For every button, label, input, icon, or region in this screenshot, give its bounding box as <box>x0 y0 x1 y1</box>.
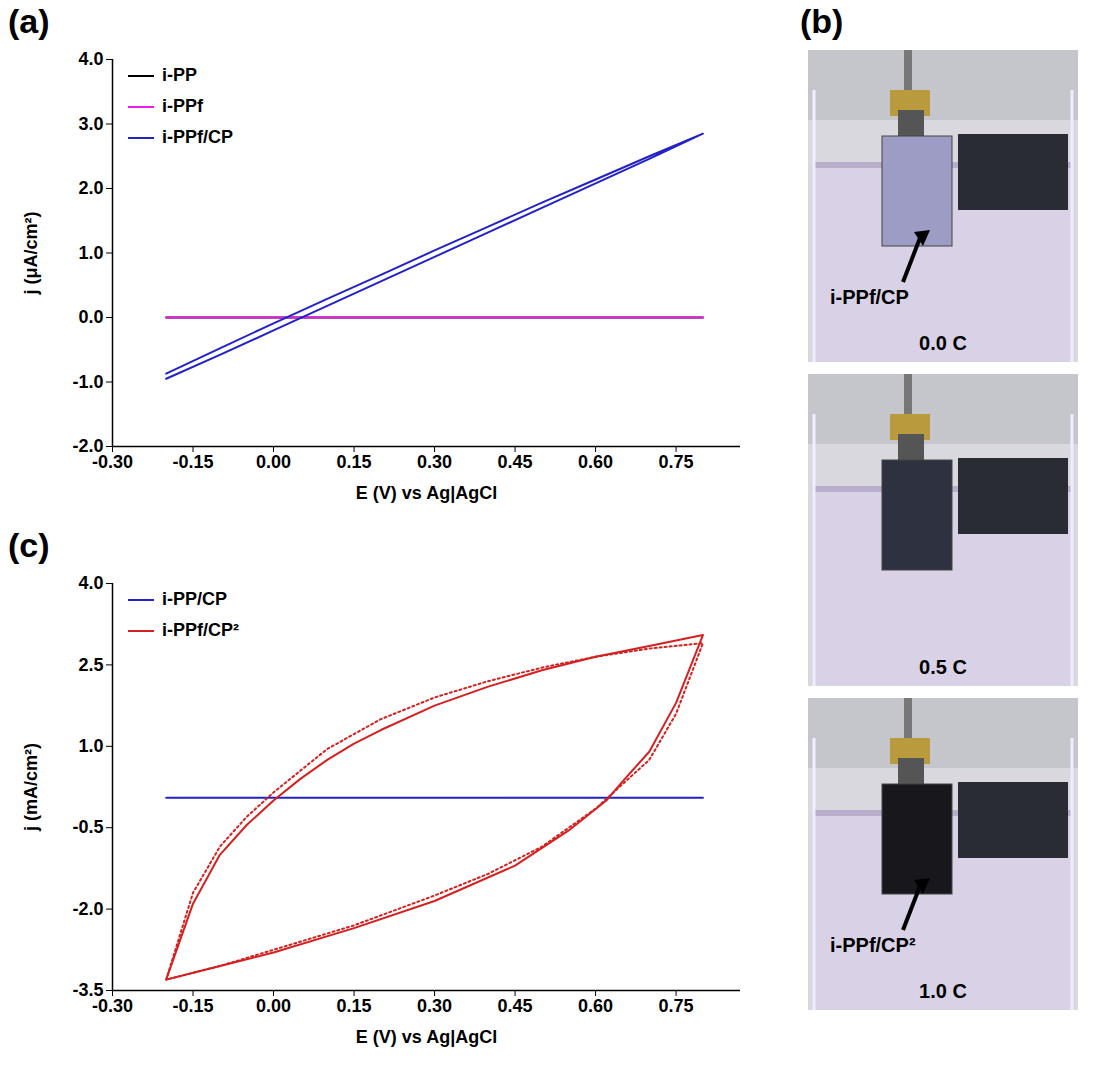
svg-text:0.15: 0.15 <box>337 452 372 472</box>
svg-text:E (V) vs Ag|AgCl: E (V) vs Ag|AgCl <box>356 483 497 503</box>
svg-text:-3.5: -3.5 <box>72 980 104 1001</box>
svg-text:2.5: 2.5 <box>78 655 103 675</box>
svg-text:0.75: 0.75 <box>659 452 694 472</box>
svg-text:-2.0: -2.0 <box>72 899 103 919</box>
svg-text:E (V) vs Ag|AgCl: E (V) vs Ag|AgCl <box>356 1027 497 1047</box>
svg-text:-0.30: -0.30 <box>92 452 133 472</box>
svg-text:1.0: 1.0 <box>78 736 103 756</box>
svg-text:4.0: 4.0 <box>78 49 103 69</box>
svg-text:2.0: 2.0 <box>78 178 103 198</box>
svg-text:j (mA/cm²): j (mA/cm²) <box>21 743 41 832</box>
svg-text:-2.0: -2.0 <box>72 436 104 457</box>
svg-text:0.45: 0.45 <box>498 996 533 1016</box>
svg-text:-0.5: -0.5 <box>72 817 103 837</box>
svg-text:0.00: 0.00 <box>256 996 291 1016</box>
svg-text:-1.0: -1.0 <box>72 372 103 392</box>
svg-text:0.00: 0.00 <box>256 452 291 472</box>
svg-text:-0.15: -0.15 <box>172 996 213 1016</box>
svg-text:0.30: 0.30 <box>417 996 452 1016</box>
svg-text:1.0 C: 1.0 C <box>919 980 967 1002</box>
svg-text:0.30: 0.30 <box>417 452 452 472</box>
svg-text:0.75: 0.75 <box>659 996 694 1016</box>
svg-text:-0.15: -0.15 <box>172 452 213 472</box>
svg-text:1.0: 1.0 <box>78 243 103 263</box>
html-text:i-PP: i-PP <box>162 65 197 85</box>
html-text:(c): (c) <box>8 526 50 564</box>
html-text:(a): (a) <box>8 2 50 40</box>
svg-text:4.0: 4.0 <box>78 573 103 593</box>
svg-text:0.5 C: 0.5 C <box>919 656 967 678</box>
html-text:i-PPf: i-PPf <box>162 96 203 116</box>
html-text:(b): (b) <box>800 2 844 40</box>
svg-text:i-PPf/CP²: i-PPf/CP² <box>830 934 916 956</box>
svg-text:-0.30: -0.30 <box>92 996 133 1016</box>
svg-text:0.0 C: 0.0 C <box>919 332 967 354</box>
html-text:i-PPf/CP: i-PPf/CP <box>162 127 233 147</box>
svg-text:3.0: 3.0 <box>78 114 103 134</box>
svg-text:0.60: 0.60 <box>578 452 613 472</box>
svg-text:0.45: 0.45 <box>498 452 533 472</box>
svg-text:0.0: 0.0 <box>78 307 103 327</box>
svg-text:i-PPf/CP: i-PPf/CP <box>830 286 909 308</box>
html-text:i-PP/CP: i-PP/CP <box>162 589 227 609</box>
svg-text:0.60: 0.60 <box>578 996 613 1016</box>
html-text:i-PPf/CP²: i-PPf/CP² <box>162 620 239 640</box>
svg-text:j (μA/cm²): j (μA/cm²) <box>21 211 41 295</box>
svg-text:0.15: 0.15 <box>337 996 372 1016</box>
